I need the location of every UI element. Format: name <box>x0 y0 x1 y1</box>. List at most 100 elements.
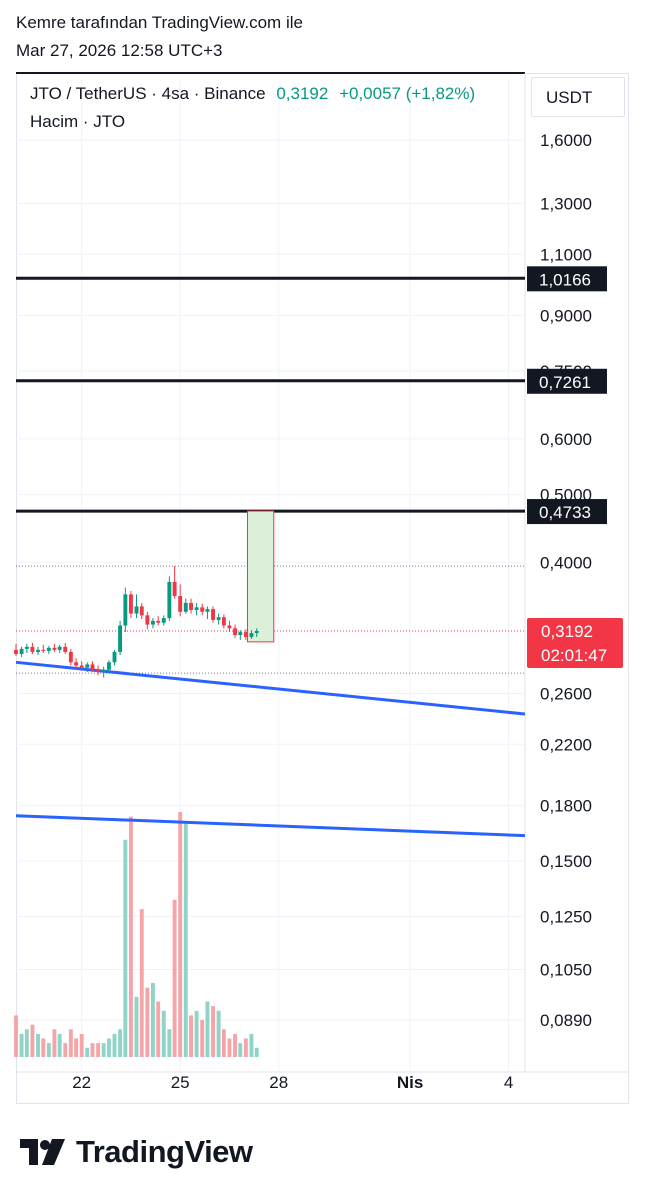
candle <box>227 620 232 633</box>
candle <box>172 566 177 599</box>
volume-bar <box>128 816 133 1057</box>
candle <box>194 602 199 616</box>
candle-body <box>74 662 79 666</box>
y-tick-label: 0,0890 <box>540 1011 592 1030</box>
volume-bar <box>194 1010 199 1057</box>
x-tick-label: 4 <box>504 1073 513 1092</box>
candle <box>106 660 111 674</box>
y-tick-label: 0,1250 <box>540 907 592 926</box>
candle <box>112 649 117 666</box>
currency-button[interactable]: USDT <box>531 77 625 117</box>
candle-body <box>249 633 254 637</box>
brand-name: TradingView <box>76 1134 253 1169</box>
volume-bar <box>14 1015 18 1057</box>
candle-body <box>189 602 193 610</box>
candle <box>145 611 150 630</box>
candle <box>249 630 254 639</box>
volume-bar <box>249 1033 254 1057</box>
candle-body <box>238 632 243 636</box>
candle-body <box>178 596 183 612</box>
y-tick-label: 0,6000 <box>540 430 592 449</box>
volume-bar <box>167 1029 172 1057</box>
volume-bar <box>178 812 183 1057</box>
y-tick-label: 0,1050 <box>540 961 592 980</box>
candle <box>211 606 215 623</box>
volume-bar <box>200 1020 205 1057</box>
legend-change: +0,0057 (+1,82%) <box>339 84 476 103</box>
chart-frame <box>16 73 629 1104</box>
volume-bar <box>30 1024 35 1057</box>
level-label-bg <box>527 266 607 292</box>
x-tick-label: 28 <box>269 1073 288 1092</box>
candle-body <box>101 669 106 672</box>
level-label: 1,0166 <box>539 270 591 289</box>
volume-bar <box>52 1029 57 1057</box>
volume-legend[interactable]: Hacim · JTO <box>30 112 126 131</box>
candle-body <box>68 651 73 663</box>
volume-bar <box>161 1010 166 1057</box>
candle <box>150 618 155 629</box>
candle-body <box>221 617 226 626</box>
candle-body <box>172 581 177 597</box>
volume-bar <box>68 1029 73 1057</box>
trendline <box>15 814 526 838</box>
price-chart[interactable]: 1,60001,30001,10000,90000,75000,60000,50… <box>0 0 647 1110</box>
volume-bar <box>139 909 144 1057</box>
y-tick-label: 0,2200 <box>540 735 592 754</box>
candle <box>96 665 101 676</box>
y-tick-label: 1,6000 <box>540 131 592 150</box>
candle <box>167 576 172 621</box>
candle <box>41 644 46 653</box>
candle-body <box>118 625 123 652</box>
volume-bar <box>57 1033 62 1057</box>
y-tick-label: 0,9000 <box>540 306 592 325</box>
volume-bar <box>36 1033 40 1057</box>
volume-bar <box>254 1047 259 1057</box>
candle <box>101 666 106 678</box>
volume-bar <box>90 1043 95 1057</box>
candle-body <box>90 664 95 670</box>
candle-body <box>85 664 90 668</box>
legend-symbol[interactable]: JTO / TetherUS · 4sa · Binance <box>30 84 266 103</box>
candle <box>238 630 243 640</box>
target-box <box>247 510 275 643</box>
candle <box>139 602 144 620</box>
volume-bar <box>221 1029 226 1057</box>
volume-bar <box>74 1038 79 1057</box>
volume-bar <box>118 1029 123 1057</box>
legend-line: JTO / TetherUS · 4sa · Binance 0,3192 +0… <box>30 84 475 104</box>
candle <box>243 629 248 640</box>
candle <box>205 606 210 620</box>
candle-body <box>79 665 84 668</box>
candle-body <box>30 646 35 652</box>
candle <box>216 613 221 625</box>
volume-bar <box>243 1038 248 1057</box>
volume-bar <box>79 1033 84 1057</box>
candle <box>183 598 188 614</box>
volume-bar <box>41 1038 46 1057</box>
candle-body <box>96 669 101 672</box>
volume-bar <box>150 983 155 1057</box>
volume-bar <box>233 1033 237 1057</box>
candle <box>254 628 259 637</box>
candle-body <box>36 649 40 652</box>
brand-logo[interactable]: TradingView <box>18 1134 253 1170</box>
candle-body <box>216 617 221 620</box>
candle <box>178 584 183 617</box>
candle <box>85 662 90 672</box>
volume-bar <box>134 996 139 1057</box>
volume-bar <box>183 821 188 1057</box>
candle-body <box>134 606 139 614</box>
candle <box>14 643 18 657</box>
x-tick-label: 22 <box>72 1073 91 1092</box>
volume-bar <box>24 1029 29 1057</box>
current-price-label: 0,3192 <box>541 622 593 641</box>
volume-bar <box>145 987 150 1057</box>
author-line: Kemre tarafından TradingView.com ile <box>16 13 303 32</box>
volume-bar <box>189 1015 193 1057</box>
candle <box>74 658 79 669</box>
candle-body <box>167 581 172 619</box>
candle-body <box>63 646 68 652</box>
volume-bar <box>101 1043 106 1057</box>
y-tick-label: 0,1800 <box>540 796 592 815</box>
